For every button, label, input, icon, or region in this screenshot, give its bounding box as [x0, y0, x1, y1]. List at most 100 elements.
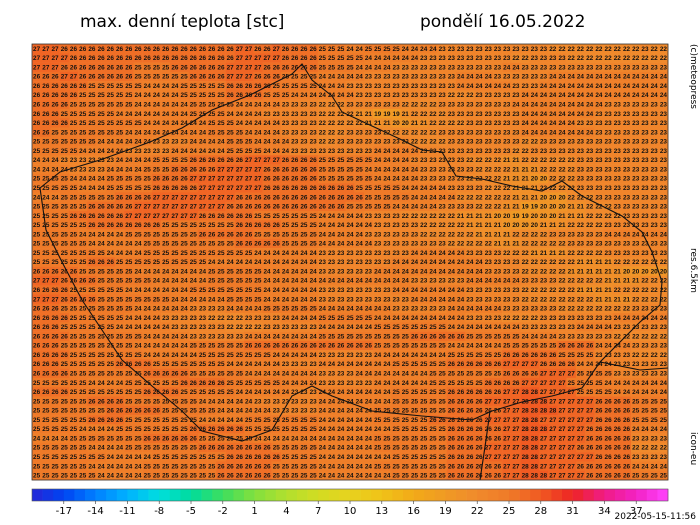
- cell-label: 26: [273, 176, 281, 183]
- cell: [594, 164, 604, 175]
- cell-label: 23: [623, 241, 631, 248]
- cell: [400, 90, 411, 100]
- cell-label: 24: [411, 194, 419, 201]
- cell: [114, 257, 125, 267]
- cell-label: 26: [282, 204, 290, 211]
- cell: [585, 62, 595, 73]
- cell: [124, 155, 134, 165]
- cell-label: 23: [439, 92, 447, 99]
- cell-label: 26: [144, 194, 152, 201]
- cell-label: 19: [393, 111, 401, 118]
- cell-label: 27: [162, 194, 170, 201]
- cell-label: 26: [227, 157, 235, 164]
- cell-label: 23: [485, 139, 493, 146]
- cell: [124, 266, 134, 277]
- cell-label: 24: [466, 268, 474, 275]
- cell-label: 23: [448, 176, 456, 183]
- cell-label: 26: [291, 194, 299, 201]
- cell: [557, 62, 567, 73]
- cell: [548, 118, 558, 128]
- cell-label: 25: [254, 213, 262, 220]
- cell-label: 25: [346, 157, 354, 164]
- cell-label: 26: [245, 194, 253, 201]
- cell: [271, 81, 282, 91]
- cell-label: 26: [291, 204, 299, 211]
- cell-label: 27: [208, 194, 216, 201]
- cell: [262, 146, 272, 156]
- cell: [529, 99, 540, 110]
- cell-label: 26: [319, 194, 327, 201]
- cell: [179, 108, 189, 119]
- cell-label: 26: [273, 185, 281, 192]
- cell-label: 25: [217, 278, 225, 285]
- cell-label: 24: [448, 250, 456, 257]
- cell: [465, 220, 475, 230]
- cell: [151, 108, 162, 119]
- cell-label: 23: [660, 250, 668, 257]
- cell: [557, 285, 567, 295]
- cell: [409, 183, 420, 193]
- cell-label: 26: [208, 64, 216, 71]
- cell-label: 25: [273, 83, 281, 90]
- cell: [538, 220, 549, 230]
- cell: [483, 81, 494, 91]
- cell: [59, 285, 70, 295]
- cell-label: 25: [79, 139, 87, 146]
- cell: [133, 90, 143, 100]
- cell-label: 22: [420, 222, 428, 229]
- cell: [317, 192, 328, 203]
- cell: [326, 71, 337, 82]
- cell: [317, 285, 328, 295]
- cell: [631, 303, 641, 314]
- cell: [78, 44, 88, 54]
- cell-label: 23: [420, 176, 428, 183]
- cell: [96, 340, 107, 351]
- cell: [585, 201, 595, 212]
- cell-label: 24: [420, 194, 428, 201]
- cell-label: 27: [33, 55, 41, 62]
- temperature-field: [32, 44, 669, 481]
- cell: [603, 266, 613, 277]
- cell: [456, 238, 466, 249]
- cell-label: 25: [282, 241, 290, 248]
- cell-label: 23: [641, 185, 649, 192]
- cell: [78, 238, 88, 249]
- cell-label: 25: [217, 83, 225, 90]
- cell-label: 25: [227, 241, 235, 248]
- cell-label: 26: [70, 55, 78, 62]
- cell: [50, 183, 60, 193]
- cell-label: 26: [291, 176, 299, 183]
- cell: [649, 210, 660, 221]
- cell: [170, 285, 180, 295]
- cell: [658, 71, 669, 82]
- cell: [142, 322, 153, 332]
- cell: [520, 146, 531, 156]
- cell-label: 25: [319, 166, 327, 173]
- cell: [336, 201, 346, 212]
- cell: [50, 248, 60, 258]
- cell: [419, 136, 429, 147]
- cell-label: 23: [558, 64, 566, 71]
- cell: [465, 99, 475, 110]
- cell-label: 26: [328, 204, 336, 211]
- cell-label: 26: [51, 111, 59, 118]
- cell: [594, 201, 604, 212]
- cell: [575, 108, 586, 119]
- cell-label: 26: [273, 194, 281, 201]
- cell: [299, 340, 309, 351]
- cell-label: 24: [605, 74, 613, 81]
- cell: [96, 238, 107, 249]
- cell-label: 27: [70, 74, 78, 81]
- cell: [59, 294, 70, 305]
- cell: [216, 53, 226, 63]
- cell: [391, 303, 401, 314]
- cell-label: 24: [282, 259, 290, 266]
- cell-label: 24: [337, 213, 345, 220]
- cell-label: 23: [162, 148, 170, 155]
- cell: [262, 220, 272, 230]
- cell: [428, 118, 438, 128]
- cell-label: 25: [42, 185, 50, 192]
- cell-label: 23: [171, 139, 179, 146]
- cell-label: 26: [273, 241, 281, 248]
- cell-label: 23: [651, 194, 659, 201]
